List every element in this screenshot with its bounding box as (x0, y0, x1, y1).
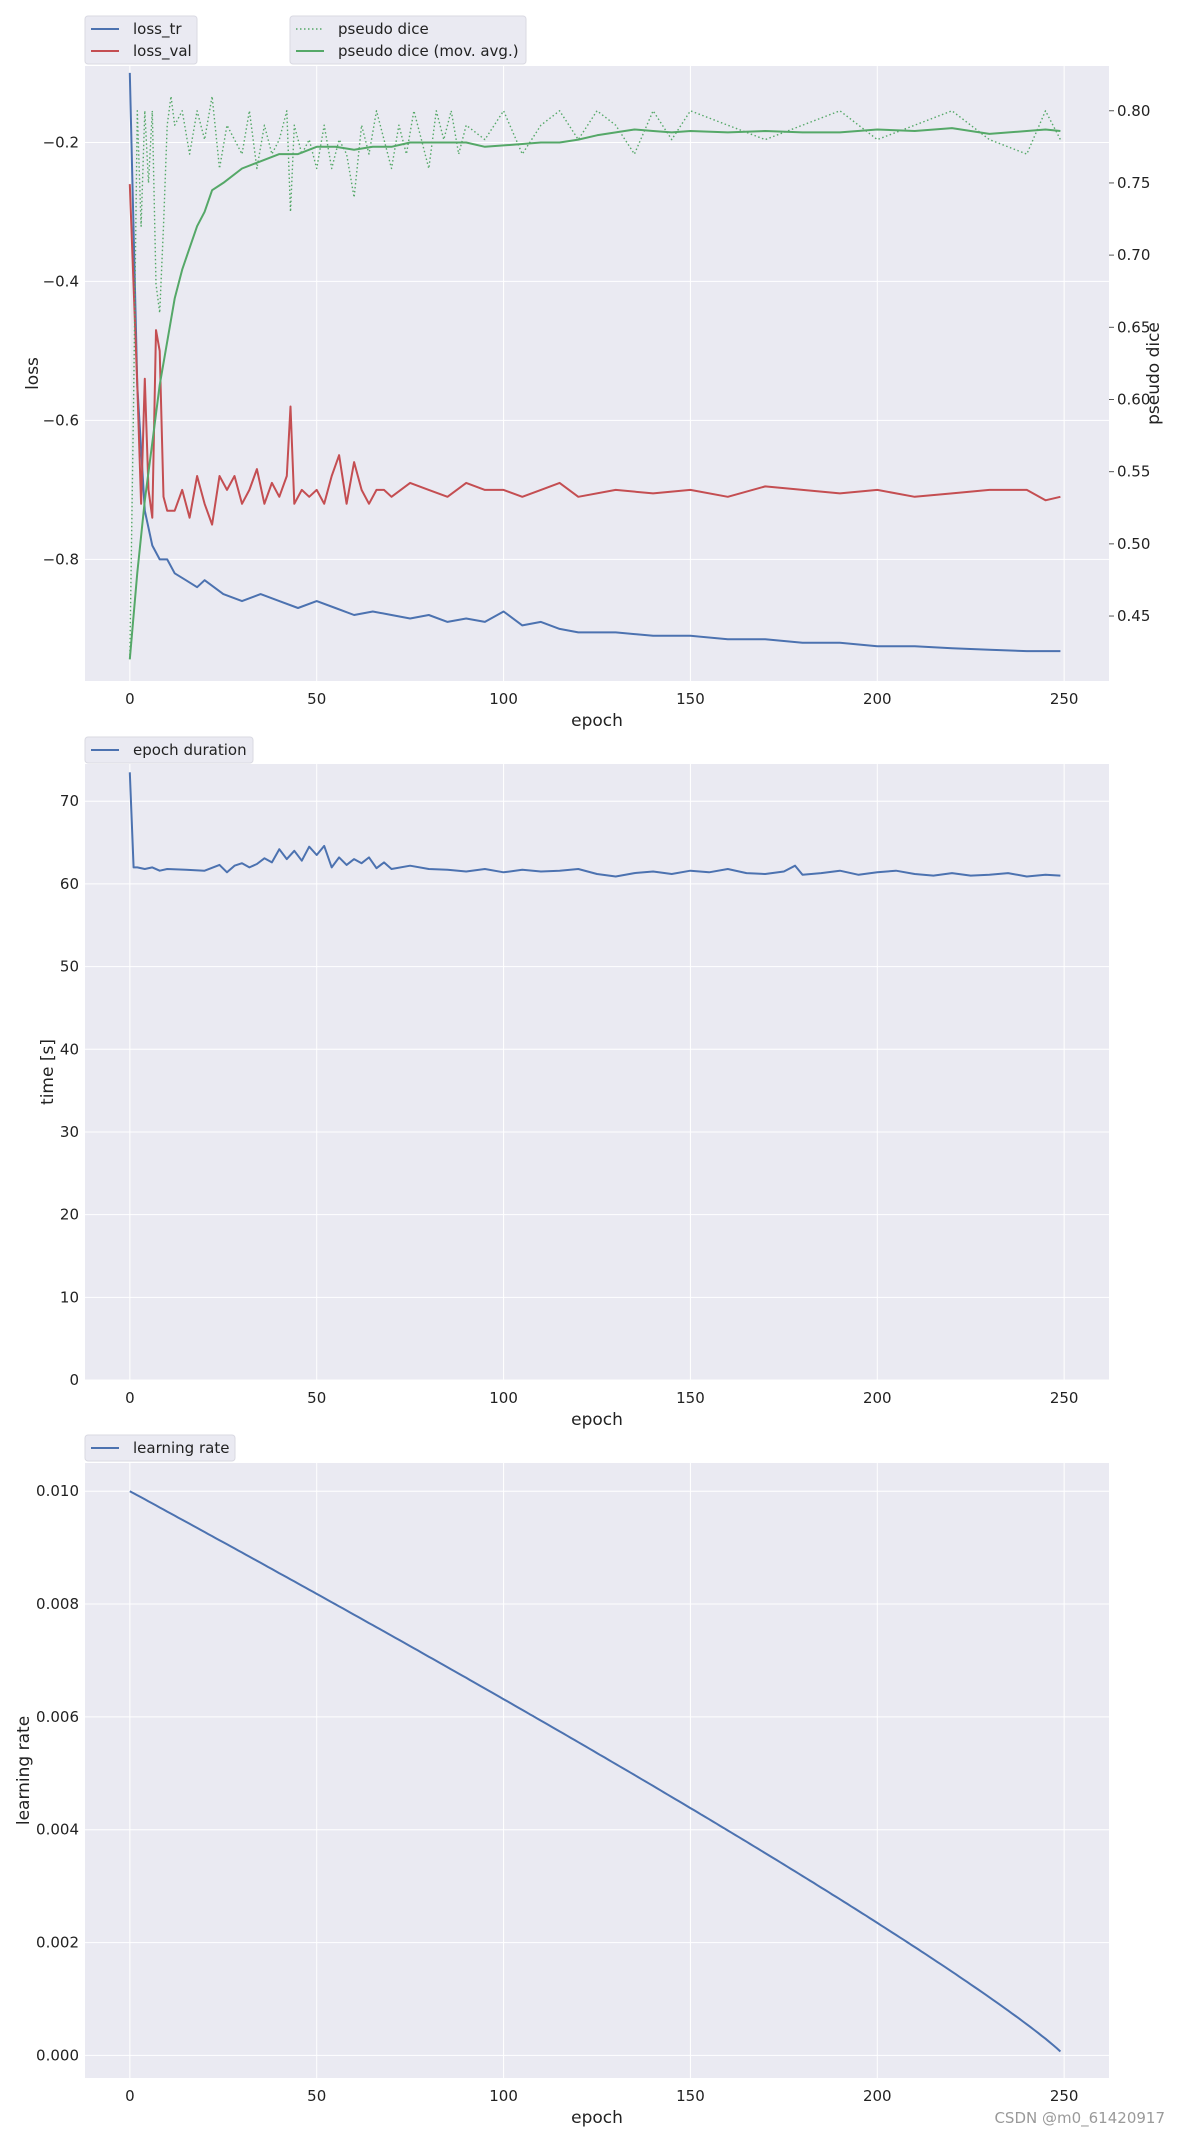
legend-label: loss_val (133, 42, 192, 61)
y-tick-label: 70 (60, 792, 79, 810)
legend: pseudo dice pseudo dice (mov. avg.) (289, 15, 527, 65)
legend-box (84, 1434, 236, 1462)
x-tick-label: 0 (125, 2087, 135, 2105)
legend: learning rate (84, 1434, 236, 1462)
y2-tick-label: 0.80 (1117, 102, 1150, 120)
x-tick-label: 0 (125, 1389, 135, 1407)
y-tick-label: 0.000 (36, 2046, 79, 2064)
legend-label: epoch duration (133, 741, 247, 759)
x-tick-label: 250 (1050, 1389, 1079, 1407)
y-tick-label: 60 (60, 875, 79, 893)
y-tick-label: 20 (60, 1206, 79, 1224)
y-tick-label: −0.4 (43, 272, 79, 290)
plot-area (85, 66, 1109, 681)
legend-box (289, 15, 527, 65)
legend: loss_tr loss_val (84, 15, 198, 65)
series-line-learning-rate (129, 1490, 1062, 2053)
x-tick-label: 100 (489, 2087, 518, 2105)
x-tick-label: 150 (676, 1389, 705, 1407)
legend-label: loss_tr (133, 20, 182, 39)
x-tick-label: 200 (863, 1389, 892, 1407)
series-line-loss-val (128, 184, 1061, 526)
y-tick-label: 30 (60, 1123, 79, 1141)
series-line-loss-tr (128, 72, 1061, 653)
series-line-pseudo-dice (129, 95, 1062, 660)
y-tick-label: 0.002 (36, 1934, 79, 1952)
y-tick-label: 0 (69, 1371, 79, 1389)
x-tick-label: 150 (676, 2087, 705, 2105)
y-axis-label: loss (23, 357, 43, 390)
x-tick-label: 200 (863, 2087, 892, 2105)
y2-tick-label: 0.70 (1117, 246, 1150, 264)
x-tick-label: 0 (125, 690, 135, 708)
legend-label: pseudo dice (338, 20, 429, 38)
x-tick-label: 50 (307, 2087, 326, 2105)
x-axis-label: epoch (571, 711, 623, 731)
y-tick-label: 40 (60, 1040, 79, 1058)
epoch-duration-chart: 0 50 100 150 200 250 epoch 0 10 20 30 40 50 60 70 time … (38, 736, 1109, 1430)
x-axis-label: epoch (571, 1410, 623, 1430)
y-tick-label: 0.004 (36, 1821, 79, 1839)
x-tick-label: 200 (863, 690, 892, 708)
x-tick-label: 100 (489, 1389, 518, 1407)
x-tick-label: 150 (676, 690, 705, 708)
x-tick-label: 100 (489, 690, 518, 708)
y-tick-label: −0.8 (43, 550, 79, 568)
loss-and-dice-chart: 0 50 100 150 200 250 epoch −0.2 −0.4 −0.6 −0.8 loss… (23, 15, 1164, 731)
x-tick-label: 250 (1050, 2087, 1079, 2105)
y-tick-label: 0.006 (36, 1708, 79, 1726)
y-tick-label: −0.2 (43, 133, 79, 151)
y2-tick-label: 0.55 (1117, 463, 1150, 481)
watermark: CSDN @m0_61420917 (994, 2109, 1165, 2127)
y2-tick-label: 0.45 (1117, 607, 1150, 625)
series-line-epoch-duration (128, 772, 1061, 878)
y-axis-label: learning rate (14, 1716, 34, 1825)
y-tick-label: −0.6 (43, 411, 79, 429)
y-tick-label: 0.008 (36, 1595, 79, 1613)
plot-area (85, 764, 1109, 1380)
plot-area (85, 1463, 1109, 2078)
y-axis-label: time [s] (38, 1039, 58, 1105)
y-tick-label: 10 (60, 1288, 79, 1306)
y2-tick-label: 0.75 (1117, 174, 1150, 192)
legend-label: pseudo dice (mov. avg.) (338, 42, 519, 60)
legend-box (84, 736, 254, 764)
legend: epoch duration (84, 736, 254, 764)
y2-tick-label: 0.65 (1117, 318, 1150, 336)
learning-rate-chart: 0 50 100 150 200 250 epoch 0.000 0.002 0.004 0.006… (14, 1434, 1109, 2128)
y-tick-label: 0.010 (36, 1482, 79, 1500)
x-tick-label: 50 (307, 1389, 326, 1407)
y2-axis-label: pseudo dice (1144, 322, 1164, 425)
y-tick-label: 50 (60, 958, 79, 976)
x-axis-label: epoch (571, 2108, 623, 2128)
series-line-pseudo-dice-mov-avg (128, 127, 1061, 660)
x-tick-label: 250 (1050, 690, 1079, 708)
y2-tick-label: 0.60 (1117, 390, 1150, 408)
x-tick-label: 50 (307, 690, 326, 708)
legend-label: learning rate (133, 1439, 229, 1457)
y2-tick-label: 0.50 (1117, 535, 1150, 553)
